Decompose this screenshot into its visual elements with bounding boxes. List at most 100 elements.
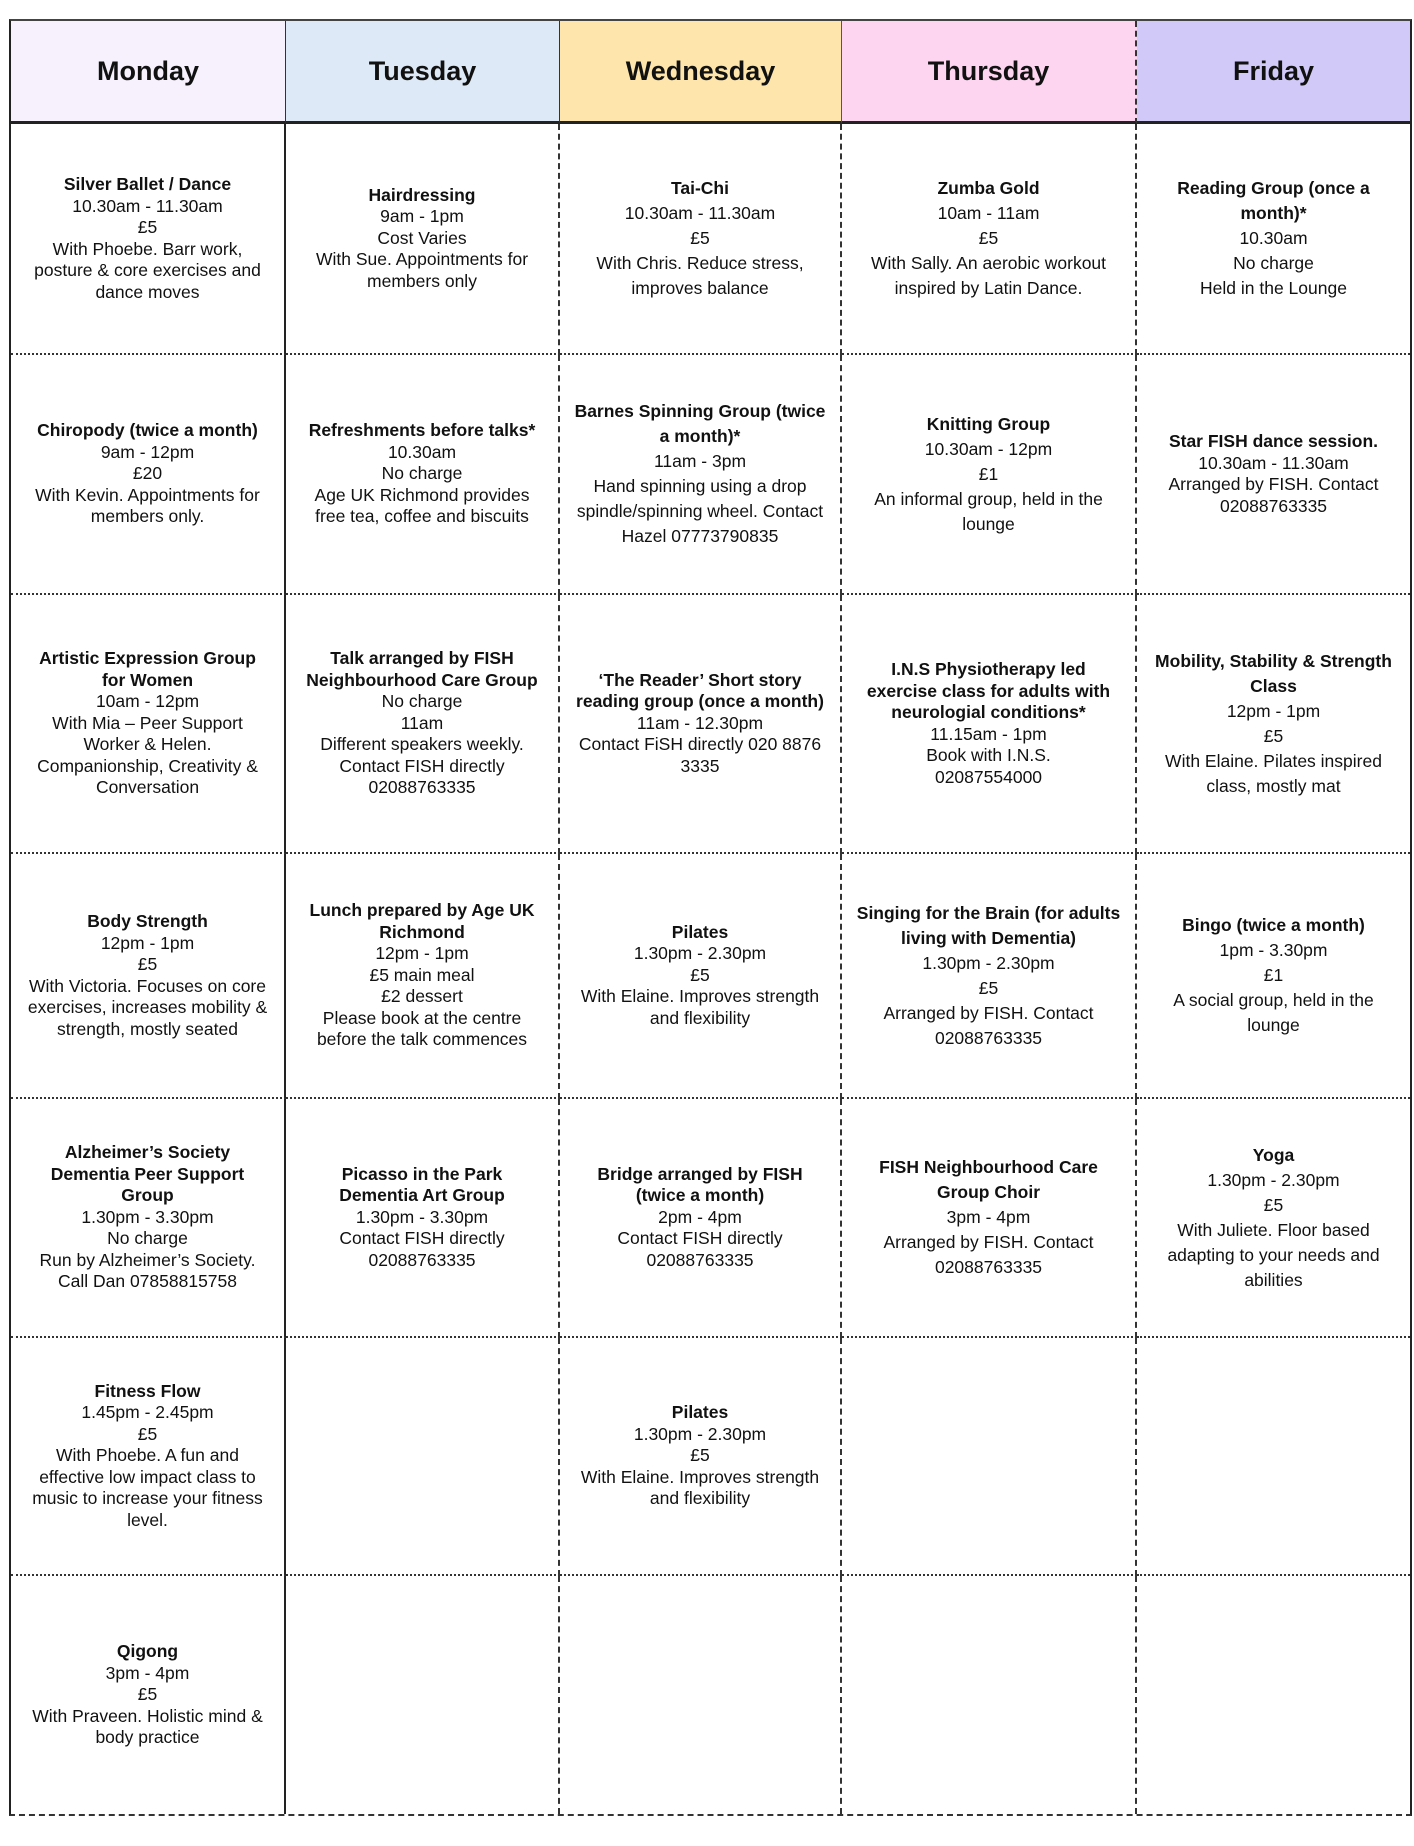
activity-title: Knitting Group: [926, 413, 1051, 434]
activity-detail: With Chris. Reduce stress, improves bala…: [596, 253, 804, 298]
activity-cell: Barnes Spinning Group (twice a month)* 11…: [560, 355, 842, 595]
activity-title: Singing for the Brain (for adults living…: [856, 902, 1121, 948]
activity-detail: £5: [690, 228, 710, 248]
activity-title: Pilates: [671, 1402, 729, 1423]
activity-detail: No charge: [107, 1228, 188, 1249]
activity-detail: 10am - 11am: [937, 203, 1040, 223]
activity-cell: Hairdressing 9am - 1pm Cost Varies With Sue…: [286, 124, 560, 355]
activity-title: FISH Neighbourhood Care Group Choir: [879, 1157, 1098, 1202]
activity-detail: 10.30am - 11.30am: [1198, 452, 1349, 473]
activity-detail: With Elaine. Improves strength and flexi…: [580, 1466, 820, 1509]
day-header-tuesday: Tuesday: [286, 21, 560, 124]
activity-detail: With Mia – Peer Support Worker & Helen. …: [37, 712, 258, 798]
activity-detail: 10.30am - 11.30am: [624, 203, 776, 223]
day-header-thursday: Thursday: [842, 21, 1137, 124]
activity-title: Refreshments before talks*: [308, 420, 536, 441]
activity-cell: Qigong 3pm - 4pm £5 With Praveen. Holistic …: [11, 1576, 286, 1814]
day-header-friday: Friday: [1137, 21, 1410, 124]
activity-detail: £20: [132, 463, 163, 484]
activity-detail: £5: [978, 228, 999, 248]
activity-detail: £2 dessert: [381, 986, 463, 1007]
activity-title: Yoga: [1252, 1144, 1295, 1165]
activity-detail: 11.15am - 1pm: [930, 723, 1047, 744]
activity-cell: Tai-Chi 10.30am - 11.30am £5 With Chris. Re…: [560, 124, 842, 355]
activity-cell: Silver Ballet / Dance 10.30am - 11.30am £5…: [11, 124, 286, 355]
activity-detail: Age UK Richmond provides free tea, coffe…: [314, 484, 530, 527]
activity-detail: 12pm - 1pm: [100, 932, 195, 953]
activity-detail: With Juliete. Floor based adapting to yo…: [1167, 1219, 1380, 1290]
empty-cell: [1137, 1576, 1410, 1814]
activity-detail: Run by Alzheimer’s Society. Call Dan 078…: [39, 1249, 256, 1292]
activity-title: Reading Group (once a month)*: [1177, 178, 1370, 223]
activity-detail: No charge: [381, 691, 463, 712]
activity-detail: Book with I.N.S.: [926, 745, 1051, 765]
activity-detail: 11am: [400, 712, 444, 733]
activity-title: Silver Ballet / Dance: [63, 174, 232, 194]
activity-detail: £1: [978, 463, 999, 484]
activity-detail: With Elaine. Improves strength and flexi…: [580, 986, 820, 1028]
weekly-timetable: Monday Tuesday Wednesday Thursday Friday Silv…: [9, 19, 1412, 1816]
activity-detail: 2pm - 4pm: [658, 1206, 742, 1227]
activity-cell: FISH Neighbourhood Care Group Choir 3pm -…: [842, 1099, 1137, 1338]
activity-cell: I.N.S Physiotherapy led exercise class f…: [842, 595, 1137, 854]
activity-detail: 1.45pm - 2.45pm: [81, 1402, 214, 1423]
activity-detail: 02088763335: [368, 1249, 476, 1270]
activity-detail: With Phoebe. A fun and effective low imp…: [32, 1445, 263, 1530]
activity-detail: 9am - 12pm: [100, 441, 195, 462]
day-header-monday: Monday: [11, 21, 286, 124]
activity-cell: Fitness Flow 1.45pm - 2.45pm £5 With Phoebe…: [11, 1338, 286, 1576]
activity-title: Qigong: [116, 1641, 179, 1662]
activity-detail: £5: [137, 954, 158, 974]
activity-detail: A social group, held in the lounge: [1173, 990, 1374, 1035]
activity-detail: £5: [1263, 1194, 1284, 1215]
activity-detail: 02087554000: [934, 766, 1043, 787]
activity-cell: Picasso in the Park Dementia Art Group 1.…: [286, 1099, 560, 1338]
activity-detail: No charge: [1233, 253, 1314, 273]
activity-detail: 1.30pm - 2.30pm: [922, 952, 1055, 973]
activity-cell: Yoga 1.30pm - 2.30pm £5 With Juliete. Floor…: [1137, 1099, 1410, 1338]
activity-detail: 10am - 12pm: [95, 691, 200, 712]
activity-detail: 10.30am - 11.30am: [72, 195, 223, 216]
activity-detail: Please book at the centre before the tal…: [316, 1007, 528, 1050]
activity-cell: Talk arranged by FISH Neighbourhood Care…: [286, 595, 560, 854]
activity-title: I.N.S Physiotherapy led exercise class f…: [866, 659, 1111, 722]
activity-detail: £5: [690, 1445, 710, 1466]
activity-detail: Different speakers weekly. Contact FISH …: [320, 734, 524, 798]
activity-detail: £5 main meal: [369, 964, 475, 985]
activity-detail: 11am - 12.30pm: [636, 712, 764, 733]
activity-detail: 12pm - 1pm: [1226, 700, 1321, 721]
activity-detail: Held in the Lounge: [1200, 278, 1347, 298]
activity-cell: Refreshments before talks* 10.30am No char…: [286, 355, 560, 595]
activity-title: Picasso in the Park Dementia Art Group: [339, 1163, 505, 1206]
activity-detail: 1.30pm - 3.30pm: [81, 1206, 214, 1227]
activity-cell: Body Strength 12pm - 1pm £5 With Victoria. …: [11, 854, 286, 1099]
activity-detail: 3pm - 4pm: [946, 1207, 1031, 1227]
activity-detail: 1.30pm - 2.30pm: [633, 943, 767, 964]
activity-detail: An informal group, held in the lounge: [874, 488, 1103, 534]
activity-title: Lunch prepared by Age UK Richmond: [309, 900, 535, 942]
day-header-wednesday: Wednesday: [560, 21, 842, 124]
activity-detail: 1.30pm - 3.30pm: [355, 1206, 489, 1227]
activity-detail: With Victoria. Focuses on core exercises…: [27, 975, 268, 1039]
activity-title: Hairdressing: [368, 184, 476, 205]
activity-title: Fitness Flow: [94, 1380, 201, 1401]
activity-detail: With Kevin. Appointments for members onl…: [35, 484, 260, 527]
activity-cell: Bingo (twice a month) 1pm - 3.30pm £1 A soc…: [1137, 854, 1410, 1099]
activity-detail: 1pm - 3.30pm: [1219, 940, 1328, 960]
activity-detail: Arranged by FISH. Contact 02088763335: [883, 1002, 1094, 1048]
activity-detail: Contact FiSH directly 020 8876 3335: [578, 734, 822, 776]
activity-title: Chiropody (twice a month): [37, 420, 258, 441]
activity-detail: With Phoebe. Barr work, posture & core e…: [34, 238, 261, 302]
activity-title: Bridge arranged by FISH (twice a month): [597, 1163, 803, 1206]
activity-cell: Pilates 1.30pm - 2.30pm £5 With Elaine. Imp…: [560, 854, 842, 1099]
activity-detail: No charge: [381, 463, 463, 484]
activity-cell: Pilates 1.30pm - 2.30pm £5 With Elaine. Imp…: [560, 1338, 842, 1576]
activity-detail: £5: [137, 217, 158, 237]
activity-detail: Arranged by FISH. Contact 02088763335: [1168, 474, 1379, 516]
activity-cell: Knitting Group 10.30am - 12pm £1 An informa…: [842, 355, 1137, 595]
activity-detail: With Sue. Appointments for members only: [315, 249, 529, 291]
activity-detail: With Praveen. Holistic mind & body pract…: [32, 1705, 263, 1748]
activity-title: Talk arranged by FISH Neighbourhood Care…: [306, 648, 538, 690]
activity-detail: £5: [137, 1423, 158, 1444]
activity-detail: 10.30am - 12pm: [924, 438, 1053, 459]
